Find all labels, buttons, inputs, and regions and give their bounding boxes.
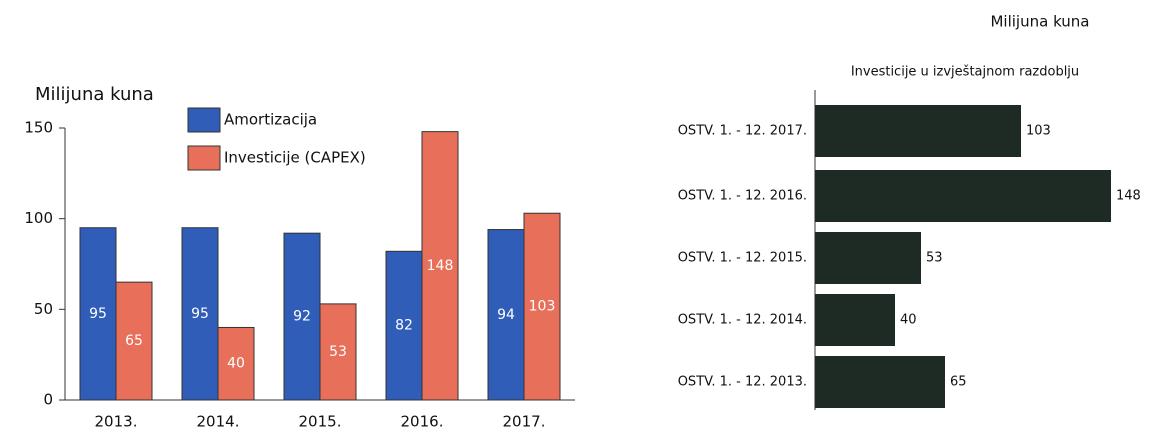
- bar: [319, 303, 357, 401]
- value-label: 53: [926, 251, 943, 266]
- value-label: 95: [89, 306, 107, 322]
- value-label: 65: [125, 333, 143, 349]
- y-tick-label: 50: [34, 300, 53, 318]
- y-tick-label: OSTV. 1. - 12. 2015.: [678, 251, 807, 266]
- value-label: 40: [900, 313, 917, 328]
- x-tick-label: 2015.: [299, 413, 342, 431]
- chart-title: Investicije u izvještajnom razdoblju: [851, 65, 1079, 80]
- y-tick-label: 100: [24, 209, 53, 227]
- legend-swatch: [187, 107, 221, 133]
- value-label: 148: [1116, 189, 1141, 204]
- y-tick-label: 0: [43, 391, 53, 409]
- x-tick-label: 2013.: [95, 413, 138, 431]
- bar: [815, 294, 895, 346]
- value-label: 103: [1026, 124, 1051, 139]
- legend-label: Amortizacija: [224, 111, 317, 129]
- bar: [115, 281, 153, 401]
- y-tick-label: OSTV. 1. - 12. 2014.: [678, 313, 807, 328]
- value-label: 82: [395, 318, 413, 334]
- legend-swatch: [187, 145, 221, 171]
- legend-label: Investicije (CAPEX): [224, 149, 366, 167]
- bar: [421, 131, 459, 401]
- y-tick-label: OSTV. 1. - 12. 2013.: [678, 375, 807, 390]
- bar: [523, 212, 561, 401]
- y-tick-label: 150: [24, 119, 53, 137]
- bar: [815, 170, 1111, 222]
- value-label: 103: [529, 299, 556, 315]
- value-label: 92: [293, 309, 311, 325]
- bar: [79, 227, 117, 401]
- chart-subtitle: Milijuna kuna: [990, 13, 1089, 31]
- x-tick-label: 2017.: [503, 413, 546, 431]
- y-tick-label: OSTV. 1. - 12. 2017.: [678, 124, 807, 139]
- bar: [815, 232, 921, 284]
- value-label: 95: [191, 306, 209, 322]
- bar: [181, 227, 219, 401]
- bar: [815, 356, 945, 408]
- value-label: 53: [329, 344, 347, 360]
- value-label: 40: [227, 356, 245, 372]
- bar: [217, 326, 255, 401]
- bar: [815, 105, 1021, 157]
- y-tick-label: OSTV. 1. - 12. 2016.: [678, 189, 807, 204]
- x-tick-label: 2016.: [401, 413, 444, 431]
- value-label: 148: [427, 258, 454, 274]
- value-label: 65: [950, 375, 967, 390]
- value-label: 94: [497, 307, 515, 323]
- bar: [487, 229, 525, 401]
- x-tick-label: 2014.: [197, 413, 240, 431]
- y-axis-label: Milijuna kuna: [35, 84, 154, 105]
- bar: [385, 250, 423, 401]
